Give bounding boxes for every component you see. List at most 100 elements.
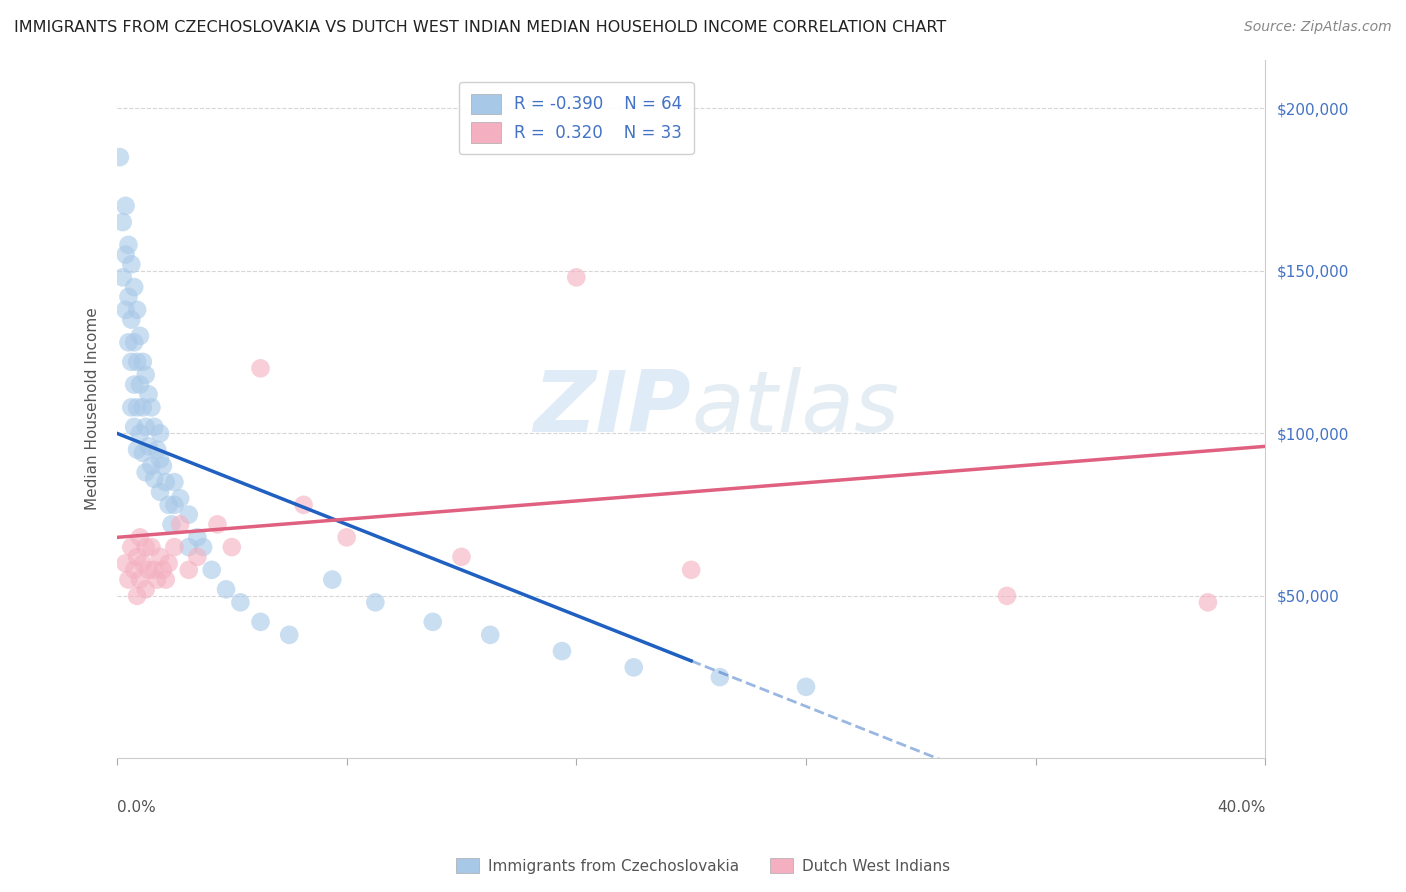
Point [120, 401, 142, 415]
Text: atlas: atlas [692, 368, 900, 450]
Point [364, 595, 387, 609]
Point [155, 573, 177, 587]
Point [551, 644, 574, 658]
Point [129, 573, 152, 587]
Point [149, 549, 172, 564]
Point [120, 540, 142, 554]
Point [321, 573, 343, 587]
Point [149, 484, 172, 499]
Point [111, 215, 134, 229]
Point [143, 420, 166, 434]
Point [125, 302, 148, 317]
Point [129, 377, 152, 392]
Point [163, 498, 186, 512]
Point [114, 199, 136, 213]
Point [149, 426, 172, 441]
Point [122, 377, 145, 392]
Point [681, 563, 703, 577]
Point [120, 312, 142, 326]
Point [995, 589, 1018, 603]
Point [129, 426, 152, 441]
Point [114, 247, 136, 261]
Point [117, 290, 139, 304]
Point [152, 458, 174, 473]
Text: IMMIGRANTS FROM CZECHOSLOVAKIA VS DUTCH WEST INDIAN MEDIAN HOUSEHOLD INCOME CORR: IMMIGRANTS FROM CZECHOSLOVAKIA VS DUTCH … [14, 20, 946, 35]
Point [146, 573, 169, 587]
Point [794, 680, 817, 694]
Point [177, 540, 200, 554]
Point [152, 563, 174, 577]
Point [169, 491, 191, 506]
Text: 40.0%: 40.0% [1218, 800, 1265, 815]
Point [135, 540, 157, 554]
Point [191, 540, 214, 554]
Point [125, 355, 148, 369]
Point [122, 335, 145, 350]
Point [141, 401, 163, 415]
Point [117, 335, 139, 350]
Point [129, 530, 152, 544]
Point [125, 549, 148, 564]
Point [623, 660, 645, 674]
Point [129, 329, 152, 343]
Point [125, 401, 148, 415]
Point [229, 595, 252, 609]
Point [111, 270, 134, 285]
Point [132, 446, 155, 460]
Point [221, 540, 243, 554]
Point [135, 368, 157, 382]
Point [479, 628, 502, 642]
Point [336, 530, 359, 544]
Point [149, 452, 172, 467]
Point [160, 517, 183, 532]
Point [125, 442, 148, 457]
Point [201, 563, 224, 577]
Point [135, 466, 157, 480]
Point [120, 355, 142, 369]
Point [117, 573, 139, 587]
Point [157, 498, 180, 512]
Point [114, 302, 136, 317]
Point [169, 517, 191, 532]
Point [155, 475, 177, 489]
Point [108, 150, 131, 164]
Point [278, 628, 301, 642]
Point [125, 589, 148, 603]
Point [249, 615, 271, 629]
Point [114, 557, 136, 571]
Point [186, 549, 208, 564]
Legend: R = -0.390    N = 64, R =  0.320    N = 33: R = -0.390 N = 64, R = 0.320 N = 33 [458, 82, 693, 154]
Point [709, 670, 731, 684]
Point [249, 361, 271, 376]
Y-axis label: Median Household Income: Median Household Income [86, 308, 100, 510]
Point [186, 530, 208, 544]
Text: ZIP: ZIP [533, 368, 692, 450]
Text: Source: ZipAtlas.com: Source: ZipAtlas.com [1244, 20, 1392, 34]
Point [138, 439, 160, 453]
Point [1197, 595, 1219, 609]
Point [177, 563, 200, 577]
Point [132, 557, 155, 571]
Text: 0.0%: 0.0% [117, 800, 156, 815]
Point [132, 401, 155, 415]
Point [292, 498, 315, 512]
Point [138, 563, 160, 577]
Point [141, 458, 163, 473]
Point [422, 615, 444, 629]
Point [122, 420, 145, 434]
Point [215, 582, 238, 597]
Point [143, 563, 166, 577]
Point [143, 472, 166, 486]
Point [207, 517, 229, 532]
Point [141, 540, 163, 554]
Point [117, 237, 139, 252]
Point [157, 557, 180, 571]
Point [135, 582, 157, 597]
Point [138, 387, 160, 401]
Point [450, 549, 472, 564]
Point [565, 270, 588, 285]
Point [120, 257, 142, 271]
Point [163, 540, 186, 554]
Point [132, 355, 155, 369]
Point [122, 280, 145, 294]
